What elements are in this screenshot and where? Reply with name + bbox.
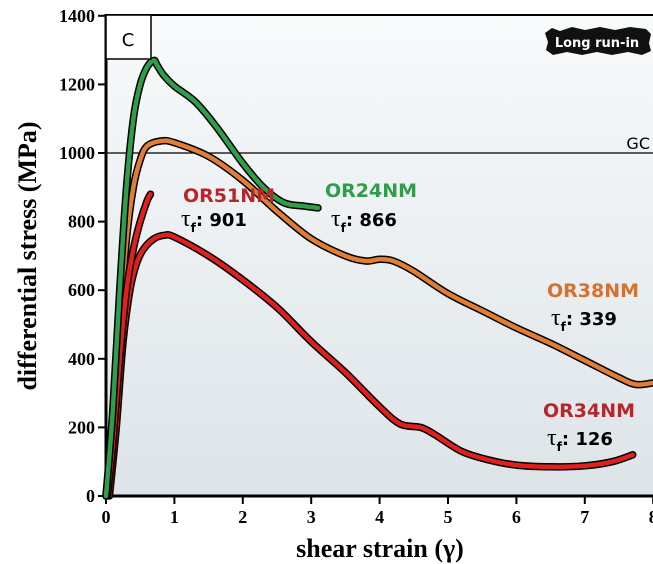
tau-label-or51nm: τf: 901	[181, 206, 247, 235]
y-tick-label: 400	[68, 349, 95, 369]
x-tick-label: 7	[580, 507, 589, 527]
tau-value: : 866	[346, 210, 397, 231]
x-ticks: 0 1 2 3 4 5 6 7 8	[102, 496, 653, 527]
panel-label-box	[105, 14, 152, 60]
x-tick-label: 3	[307, 507, 316, 527]
y-tick-label: 200	[68, 417, 95, 437]
curve-or24nm	[103, 58, 321, 499]
x-tick-label: 0	[102, 507, 111, 527]
curve-or38nm	[103, 138, 653, 499]
tau-subscript: f	[191, 221, 197, 235]
gc-reference-label: GC	[626, 134, 650, 153]
y-tick-label: 0	[86, 486, 95, 506]
x-tick-label: 8	[649, 507, 653, 527]
tau-subscript: f	[561, 320, 567, 334]
tau-value: : 126	[562, 429, 613, 450]
badge-label: Long run-in	[555, 36, 639, 51]
badge-shape	[545, 27, 651, 55]
series-name-or51nm: OR51NM	[183, 185, 275, 207]
tau-symbol: τ	[181, 206, 191, 232]
series-name-or38nm: OR38NM	[547, 280, 639, 302]
tau-subscript: f	[341, 221, 347, 235]
y-tick-label: 600	[68, 280, 95, 300]
tau-value: : 901	[196, 210, 247, 231]
series-name-or24nm: OR24NM	[325, 180, 417, 202]
x-tick-label: 4	[375, 507, 384, 527]
y-axis-title: differential stress (MPa)	[13, 121, 42, 390]
series-name-or34nm: OR34NM	[543, 400, 635, 422]
tau-symbol: τ	[547, 425, 557, 451]
curves	[102, 56, 653, 500]
tau-value: : 339	[566, 309, 617, 330]
tau-subscript: f	[557, 440, 563, 454]
tau-label-or24nm: τf: 866	[331, 206, 397, 235]
x-tick-label: 5	[444, 507, 453, 527]
plot-area	[106, 15, 653, 496]
x-axis-title: shear strain (γ)	[296, 534, 464, 563]
y-tick-label: 1400	[59, 6, 95, 26]
tau-symbol: τ	[551, 305, 561, 331]
panel-label: C	[122, 30, 135, 51]
y-tick-label: 1200	[59, 74, 95, 94]
x-tick-label: 1	[170, 507, 179, 527]
x-tick-label: 2	[238, 507, 247, 527]
tau-label-or34nm: τf: 126	[547, 425, 613, 454]
y-tick-label: 800	[68, 212, 95, 232]
y-tick-label: 1000	[59, 143, 95, 163]
x-tick-label: 6	[512, 507, 521, 527]
y-ticks: 0 200 400 600 800 1000 1200 1400	[59, 6, 106, 506]
tau-symbol: τ	[331, 206, 341, 232]
tau-label-or38nm: τf: 339	[551, 305, 617, 334]
curve-or34nm	[107, 232, 635, 499]
